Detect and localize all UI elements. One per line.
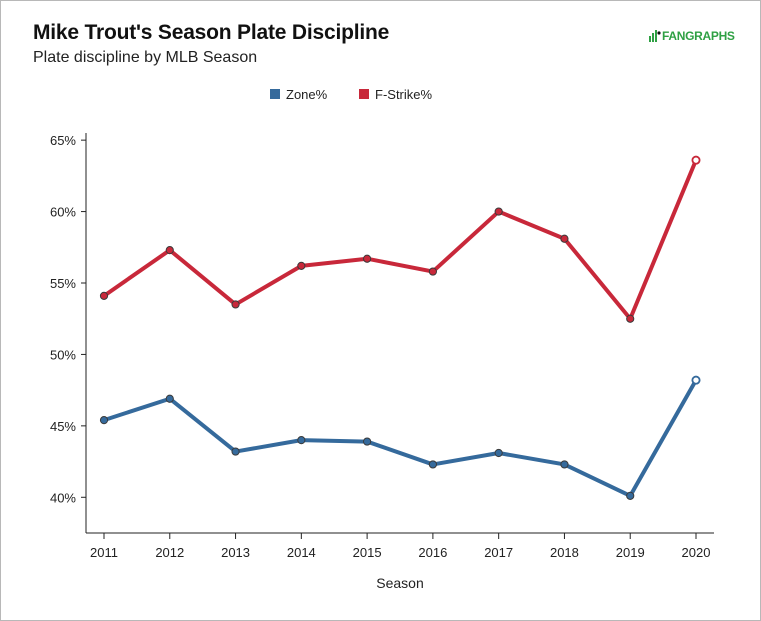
x-tick-label: 2016	[418, 545, 447, 560]
chart-subtitle: Plate discipline by MLB Season	[33, 49, 258, 66]
legend-swatch-0[interactable]	[270, 89, 280, 99]
y-tick-label: 55%	[50, 276, 76, 291]
y-tick-label: 60%	[50, 205, 76, 220]
data-point[interactable]	[297, 436, 306, 445]
fangraphs-logo-icon	[649, 30, 661, 42]
data-point[interactable]	[560, 234, 569, 243]
data-point[interactable]	[99, 291, 109, 300]
data-point[interactable]	[691, 155, 701, 165]
y-tick-label: 65%	[50, 133, 76, 148]
x-tick-label: 2019	[616, 545, 645, 560]
x-tick-label: 2013	[221, 545, 250, 560]
data-point[interactable]	[297, 261, 306, 270]
data-point[interactable]	[428, 267, 437, 276]
data-point[interactable]	[363, 254, 372, 263]
x-tick-label: 2012	[155, 545, 184, 560]
data-point[interactable]	[626, 314, 635, 323]
y-tick-label: 50%	[50, 347, 76, 362]
y-tick-label: 45%	[50, 419, 76, 434]
data-point[interactable]	[231, 447, 240, 456]
data-point[interactable]	[363, 437, 372, 446]
chart-title: Mike Trout's Season Plate Discipline	[33, 21, 390, 44]
data-point[interactable]	[626, 491, 635, 500]
x-axis-label: Season	[376, 575, 423, 591]
data-point[interactable]	[428, 460, 437, 469]
y-tick-label: 40%	[50, 490, 76, 505]
series-line-1	[102, 158, 698, 321]
x-tick-label: 2020	[682, 545, 711, 560]
x-tick-label: 2017	[484, 545, 513, 560]
legend-label-0: Zone%	[286, 87, 328, 102]
x-tick-label: 2015	[353, 545, 382, 560]
data-point[interactable]	[494, 207, 503, 216]
data-point[interactable]	[691, 375, 701, 385]
legend-swatch-1[interactable]	[359, 89, 369, 99]
fangraphs-logo[interactable]: FANGRAPHS	[649, 29, 735, 43]
series-line-0	[102, 378, 698, 498]
data-point[interactable]	[231, 300, 240, 309]
x-tick-label: 2011	[90, 545, 118, 560]
data-point[interactable]	[494, 448, 503, 458]
legend-label-1: F-Strike%	[375, 87, 433, 102]
data-point[interactable]	[165, 246, 174, 255]
data-point[interactable]	[165, 394, 174, 403]
fangraphs-logo-text: FANGRAPHS	[662, 29, 735, 43]
x-tick-label: 2014	[287, 545, 316, 560]
data-point[interactable]	[99, 416, 109, 425]
x-tick-label: 2018	[550, 545, 579, 560]
data-point[interactable]	[560, 460, 569, 469]
